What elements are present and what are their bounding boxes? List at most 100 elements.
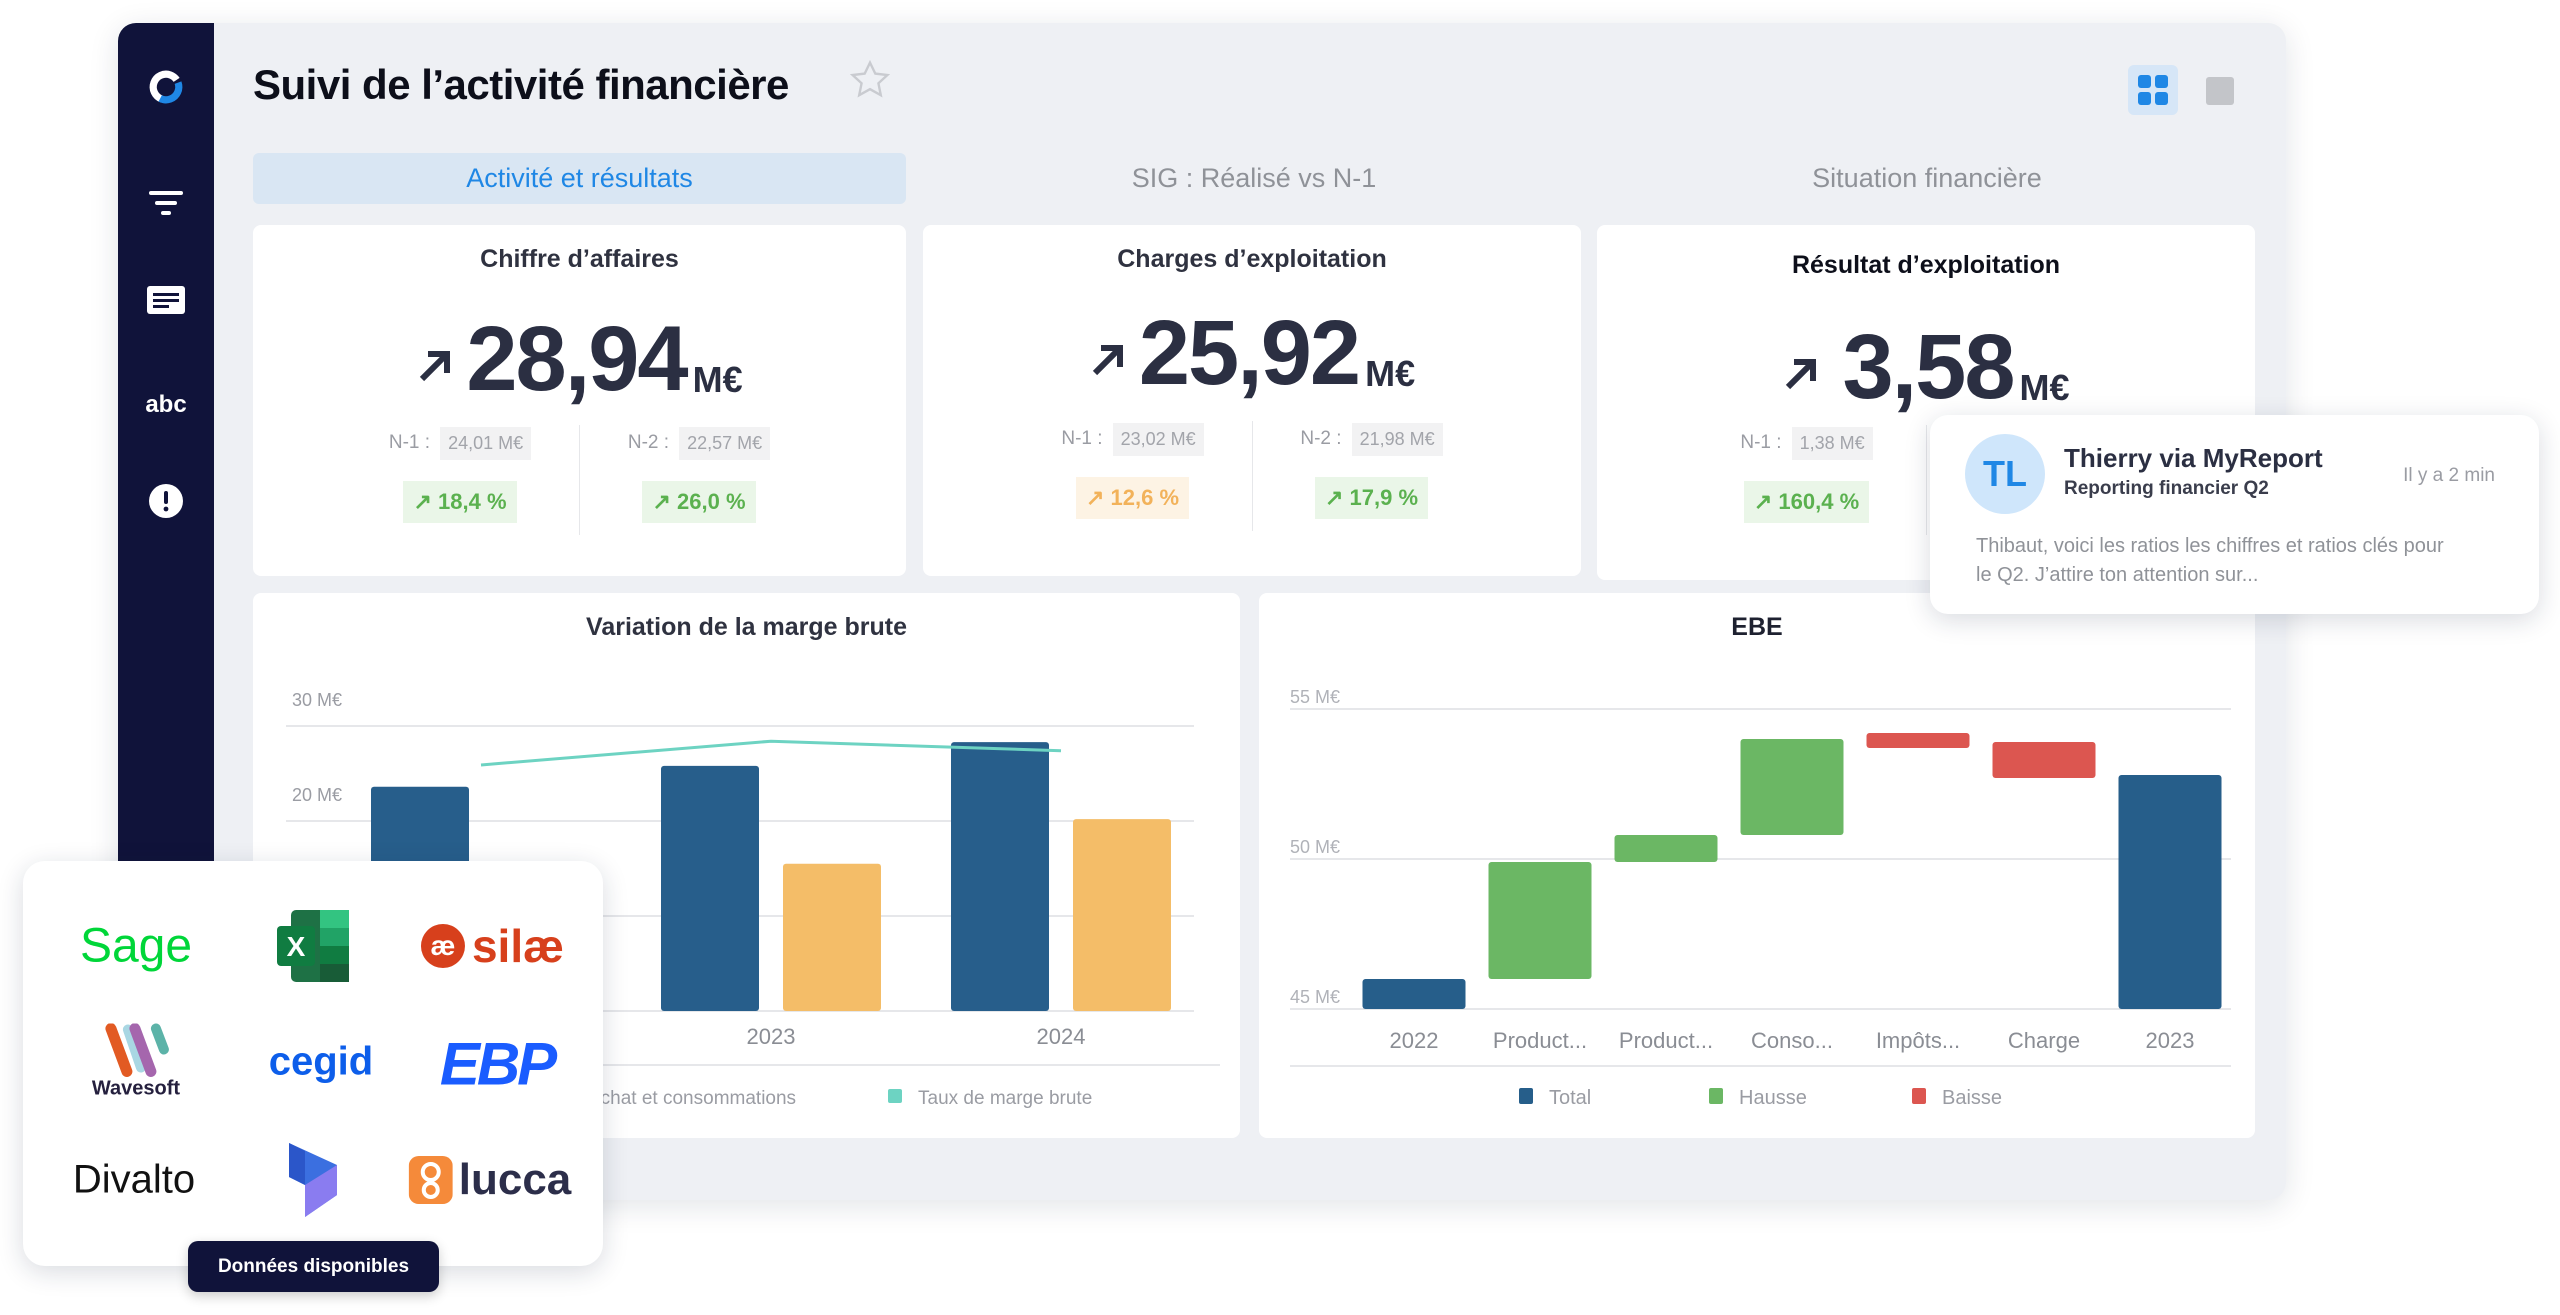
silae-logo: æ silæ bbox=[420, 919, 564, 973]
text-icon[interactable]: abc bbox=[145, 391, 187, 418]
notification-time: Il y a 2 min bbox=[2403, 465, 2495, 486]
kpi-value: 3,58 bbox=[1842, 316, 2015, 418]
donnees-disponibles-button[interactable]: Données disponibles bbox=[188, 1241, 439, 1292]
legend-label: Baisse bbox=[1942, 1087, 2002, 1109]
x-tick-label: Charge bbox=[2008, 1028, 2080, 1053]
svg-text:æ: æ bbox=[431, 930, 456, 961]
alert-icon[interactable] bbox=[146, 481, 186, 521]
n2-value: 21,98 M€ bbox=[1351, 422, 1443, 456]
notification-subject: Reporting financier Q2 bbox=[2064, 478, 2269, 499]
grid-view-button[interactable] bbox=[2128, 65, 2178, 115]
n2-delta-badge: ↗ 26,0 % bbox=[642, 481, 756, 523]
divalto-logo: Divalto bbox=[72, 1157, 196, 1202]
bar-2023 bbox=[783, 863, 881, 1011]
n1-value: 1,38 M€ bbox=[1791, 426, 1873, 460]
waterfall-bar-total bbox=[2118, 775, 2222, 1009]
n2-label: N-2 : bbox=[1300, 428, 1342, 449]
legend-label: Achat et consommations bbox=[588, 1088, 796, 1109]
star-icon[interactable] bbox=[848, 58, 892, 107]
kpi-card-charges-exploitation: Charges d’exploitation 25,92 M€ N-1 : 23,… bbox=[923, 225, 1581, 576]
waterfall-bar-total bbox=[1362, 979, 1466, 1009]
chart-title: EBE bbox=[1731, 613, 1783, 641]
sage-logo: Sage bbox=[79, 919, 193, 973]
y-tick-label: 50 M€ bbox=[1290, 837, 1340, 857]
n2-value: 22,57 M€ bbox=[679, 426, 771, 460]
kpi-value: 25,92 bbox=[1138, 302, 1361, 404]
legend-swatch bbox=[888, 1089, 902, 1103]
chart-title: Variation de la marge brute bbox=[586, 613, 907, 641]
message-icon[interactable] bbox=[146, 282, 186, 322]
n1-value: 24,01 M€ bbox=[440, 426, 532, 460]
waterfall-bar-baisse bbox=[1992, 742, 2096, 778]
ebp-logo: EBP bbox=[439, 1030, 557, 1098]
notification-body-line: Thibaut, voici les ratios les chiffres e… bbox=[1976, 535, 2444, 557]
wavesoft-logo: Wavesoft bbox=[92, 1023, 180, 1101]
page-title: Suivi de l’activité financière bbox=[253, 61, 789, 108]
y-tick-label: 20 M€ bbox=[292, 785, 342, 805]
svg-text:X: X bbox=[287, 931, 306, 962]
legend-label: Hausse bbox=[1739, 1087, 1807, 1109]
line-taux-marge bbox=[480, 739, 1062, 767]
divider bbox=[1251, 421, 1253, 531]
divider bbox=[579, 425, 580, 535]
kpi-unit: M€ bbox=[2019, 367, 2070, 408]
x-tick-label: Product... bbox=[1493, 1028, 1587, 1053]
waterfall-bar-hausse bbox=[1740, 739, 1844, 835]
x-tick-label: 2023 bbox=[747, 1024, 796, 1049]
n1-delta-badge: ↗ 12,6 % bbox=[1075, 477, 1190, 519]
legend-swatch bbox=[1912, 1088, 1926, 1104]
kpi-title: Chiffre d’affaires bbox=[480, 245, 679, 273]
n1-label: N-1 : bbox=[1061, 428, 1103, 449]
n2-delta-badge: ↗ 17,9 % bbox=[1314, 477, 1429, 519]
n1-value: 23,02 M€ bbox=[1112, 422, 1204, 456]
n1-label: N-1 : bbox=[388, 432, 431, 453]
logo-icon[interactable] bbox=[146, 67, 186, 107]
x-tick-label: 2023 bbox=[2146, 1028, 2195, 1053]
dynamics-logo bbox=[285, 1143, 341, 1217]
n1-delta-badge: ↗ 18,4 % bbox=[403, 481, 517, 523]
kpi-unit: M€ bbox=[1365, 353, 1416, 394]
bar-2023 bbox=[661, 765, 759, 1011]
bar-2024 bbox=[1073, 819, 1171, 1011]
waterfall-bar-baisse bbox=[1866, 733, 1970, 748]
divider bbox=[1925, 425, 1927, 535]
tab-situation-financiere[interactable]: Situation financière bbox=[1812, 163, 2042, 193]
x-tick-label: 2022 bbox=[1390, 1028, 1439, 1053]
n1-label: N-1 : bbox=[1740, 432, 1782, 453]
grid-view-icon bbox=[2138, 75, 2168, 105]
notification-body-line: le Q2. J’attire ton attention sur... bbox=[1976, 564, 2259, 586]
filter-icon[interactable] bbox=[146, 183, 186, 223]
kpi-card-chiffre-affaires: Chiffre d’affaires 28,94 M€ N-1 : 24,01 M… bbox=[253, 225, 906, 576]
y-tick-label: 45 M€ bbox=[1290, 987, 1340, 1007]
x-tick-label: Conso... bbox=[1751, 1028, 1833, 1053]
trend-up-icon bbox=[420, 351, 451, 382]
kpi-value: 28,94 bbox=[466, 308, 688, 410]
excel-logo: X bbox=[275, 908, 351, 984]
kpi-unit: M€ bbox=[692, 359, 743, 400]
waterfall-bar-hausse bbox=[1488, 862, 1592, 979]
kpi-card-resultat-exploitation: Résultat d’exploitation 3,58 M€ N-1 : 1,3… bbox=[1597, 225, 2255, 580]
kpi-title: Charges d’exploitation bbox=[1117, 245, 1387, 273]
x-tick-label: Product... bbox=[1619, 1028, 1713, 1053]
y-tick-label: 30 M€ bbox=[292, 690, 342, 710]
legend-swatch bbox=[1519, 1088, 1533, 1104]
n1-delta-badge: ↗ 160,4 % bbox=[1743, 481, 1870, 523]
trend-up-icon bbox=[1786, 359, 1817, 390]
lucca-logo: lucca bbox=[408, 1155, 571, 1205]
tab-sig[interactable]: SIG : Réalisé vs N-1 bbox=[1131, 163, 1377, 193]
n2-label: N-2 : bbox=[627, 432, 670, 453]
kpi-title: Résultat d’exploitation bbox=[1791, 251, 2061, 279]
legend-label: Taux de marge brute bbox=[918, 1088, 1092, 1109]
waterfall-bar-hausse bbox=[1614, 835, 1718, 862]
x-tick-label: Impôts... bbox=[1876, 1028, 1960, 1053]
bar-2024 bbox=[951, 742, 1049, 1011]
tab-activite-resultats[interactable]: Activité et résultats bbox=[253, 153, 906, 204]
legend-label: Total bbox=[1549, 1087, 1591, 1109]
notification-sender: Thierry via MyReport bbox=[2064, 443, 2323, 473]
notification-card[interactable]: TL Thierry via MyReport Reporting financ… bbox=[1930, 415, 2539, 614]
legend-swatch bbox=[1709, 1088, 1723, 1104]
chart-card-ebe: EBE bbox=[1259, 593, 2255, 1138]
avatar: TL bbox=[1965, 434, 2045, 514]
single-view-icon[interactable] bbox=[2206, 77, 2234, 105]
y-tick-label: 55 M€ bbox=[1290, 687, 1340, 707]
